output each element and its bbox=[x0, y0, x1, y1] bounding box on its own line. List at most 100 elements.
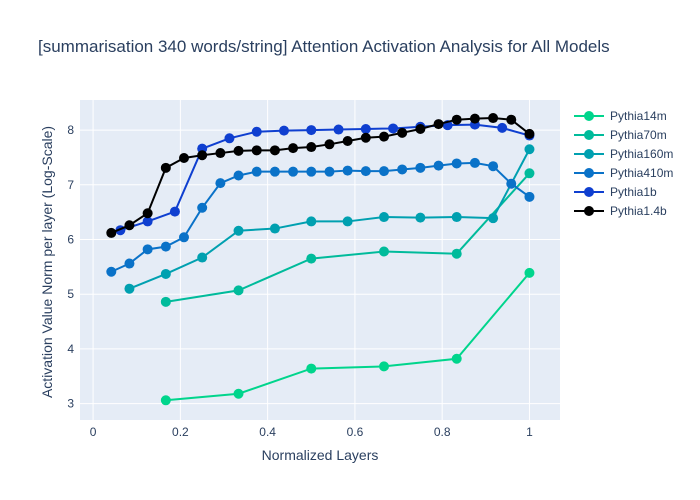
data-point[interactable] bbox=[324, 166, 335, 177]
data-point[interactable] bbox=[251, 145, 262, 156]
data-point[interactable] bbox=[415, 123, 426, 134]
data-point[interactable] bbox=[306, 142, 317, 153]
data-point[interactable] bbox=[124, 220, 135, 231]
data-point[interactable] bbox=[379, 131, 390, 142]
y-axis-title: Activation Value Norm per layer (Log-Sca… bbox=[39, 126, 55, 398]
y-tick-label: 8 bbox=[67, 123, 74, 137]
data-point[interactable] bbox=[142, 216, 153, 227]
data-point[interactable] bbox=[524, 191, 535, 202]
data-point[interactable] bbox=[142, 244, 153, 255]
data-point[interactable] bbox=[169, 206, 180, 217]
data-point[interactable] bbox=[469, 157, 480, 168]
data-point[interactable] bbox=[342, 165, 353, 176]
legend-label: Pythia1.4b bbox=[610, 204, 667, 218]
data-point[interactable] bbox=[197, 252, 208, 263]
data-point[interactable] bbox=[233, 285, 244, 296]
data-point[interactable] bbox=[106, 227, 117, 238]
data-point[interactable] bbox=[360, 123, 371, 134]
data-point[interactable] bbox=[124, 283, 135, 294]
data-point[interactable] bbox=[306, 363, 317, 374]
y-tick-label: 4 bbox=[67, 342, 74, 356]
data-point[interactable] bbox=[233, 388, 244, 399]
data-point[interactable] bbox=[451, 114, 462, 125]
x-tick-label: 0.4 bbox=[259, 425, 276, 439]
data-point[interactable] bbox=[215, 178, 226, 189]
data-point[interactable] bbox=[324, 139, 335, 150]
data-point[interactable] bbox=[506, 178, 517, 189]
data-point[interactable] bbox=[433, 160, 444, 171]
data-point[interactable] bbox=[233, 225, 244, 236]
data-point[interactable] bbox=[497, 122, 508, 133]
data-point[interactable] bbox=[178, 152, 189, 163]
data-point[interactable] bbox=[160, 241, 171, 252]
data-point[interactable] bbox=[342, 216, 353, 227]
data-point[interactable] bbox=[251, 126, 262, 137]
data-point[interactable] bbox=[451, 158, 462, 169]
data-point[interactable] bbox=[142, 208, 153, 219]
y-axis: 3 4 5 6 7 8 bbox=[67, 123, 74, 411]
data-point[interactable] bbox=[488, 161, 499, 172]
data-point[interactable] bbox=[306, 216, 317, 227]
series-layer bbox=[106, 113, 535, 406]
data-point[interactable] bbox=[433, 119, 444, 130]
data-point[interactable] bbox=[251, 166, 262, 177]
data-point[interactable] bbox=[524, 128, 535, 139]
data-point[interactable] bbox=[160, 162, 171, 173]
data-point[interactable] bbox=[488, 113, 499, 124]
legend-swatch-marker bbox=[584, 168, 594, 178]
legend-item[interactable]: Pythia410m bbox=[574, 166, 673, 180]
data-point[interactable] bbox=[269, 223, 280, 234]
data-point[interactable] bbox=[106, 266, 117, 277]
data-point[interactable] bbox=[397, 127, 408, 138]
data-point[interactable] bbox=[333, 124, 344, 135]
data-point[interactable] bbox=[288, 166, 299, 177]
data-point[interactable] bbox=[269, 166, 280, 177]
data-point[interactable] bbox=[451, 212, 462, 223]
data-point[interactable] bbox=[306, 125, 317, 136]
data-point[interactable] bbox=[160, 395, 171, 406]
data-point[interactable] bbox=[288, 143, 299, 154]
data-point[interactable] bbox=[233, 170, 244, 181]
legend-item[interactable]: Pythia1.4b bbox=[574, 204, 667, 218]
data-point[interactable] bbox=[215, 148, 226, 159]
data-point[interactable] bbox=[360, 166, 371, 177]
data-point[interactable] bbox=[279, 125, 289, 136]
data-point[interactable] bbox=[160, 296, 171, 307]
data-point[interactable] bbox=[197, 150, 208, 161]
data-point[interactable] bbox=[415, 212, 426, 223]
data-point[interactable] bbox=[488, 213, 499, 224]
data-point[interactable] bbox=[451, 353, 462, 364]
data-point[interactable] bbox=[524, 168, 535, 179]
data-point[interactable] bbox=[451, 248, 462, 259]
data-point[interactable] bbox=[379, 361, 390, 372]
data-point[interactable] bbox=[224, 133, 235, 144]
legend-item[interactable]: Pythia160m bbox=[574, 147, 673, 161]
data-point[interactable] bbox=[388, 123, 399, 134]
data-point[interactable] bbox=[306, 166, 317, 177]
legend-item[interactable]: Pythia14m bbox=[574, 109, 667, 123]
data-point[interactable] bbox=[360, 132, 371, 143]
data-point[interactable] bbox=[379, 212, 390, 223]
data-point[interactable] bbox=[415, 162, 426, 173]
data-point[interactable] bbox=[524, 144, 535, 155]
data-point[interactable] bbox=[397, 164, 408, 175]
data-point[interactable] bbox=[524, 267, 535, 278]
data-point[interactable] bbox=[306, 253, 317, 264]
data-point[interactable] bbox=[379, 246, 390, 257]
data-point[interactable] bbox=[269, 145, 280, 156]
data-point[interactable] bbox=[178, 232, 189, 243]
data-point[interactable] bbox=[160, 268, 171, 279]
data-point[interactable] bbox=[379, 166, 390, 177]
data-point[interactable] bbox=[342, 136, 353, 147]
legend-label: Pythia14m bbox=[610, 109, 667, 123]
data-point[interactable] bbox=[233, 145, 244, 156]
data-point[interactable] bbox=[124, 258, 135, 269]
legend-swatch-marker bbox=[584, 130, 594, 140]
x-tick-label: 0.2 bbox=[172, 425, 189, 439]
data-point[interactable] bbox=[469, 113, 480, 124]
x-tick-label: 0 bbox=[90, 425, 97, 439]
data-point[interactable] bbox=[506, 114, 517, 125]
legend-item[interactable]: Pythia1b bbox=[574, 185, 657, 199]
data-point[interactable] bbox=[197, 202, 208, 213]
legend-item[interactable]: Pythia70m bbox=[574, 128, 667, 142]
